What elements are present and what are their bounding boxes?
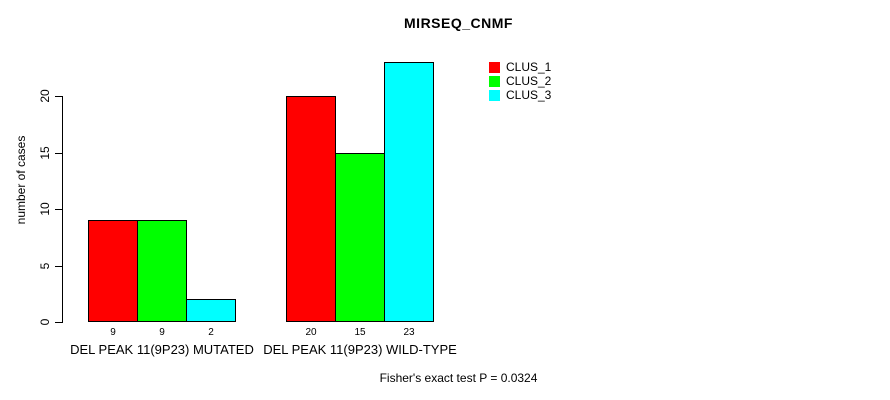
y-axis-line (62, 96, 63, 323)
bar (186, 299, 236, 322)
bar-value-label: 2 (208, 327, 214, 338)
legend-swatch (489, 62, 500, 73)
y-tick-label: 10 (38, 202, 52, 216)
legend: CLUS_1 CLUS_2 CLUS_3 (489, 61, 551, 103)
y-tick (55, 209, 62, 210)
fisher-test-annotation: Fisher's exact test P = 0.0324 (379, 371, 538, 385)
legend-swatch (489, 76, 500, 87)
legend-label: CLUS_3 (506, 88, 552, 102)
bar-value-label: 23 (403, 327, 415, 338)
y-axis-label: number of cases (14, 135, 28, 225)
bar-value-label: 20 (305, 327, 317, 338)
legend-item: CLUS_2 (489, 75, 551, 88)
bar-value-label: 15 (354, 327, 366, 338)
bar (88, 220, 138, 322)
bar (335, 152, 385, 322)
category-label: DEL PEAK 11(9P23) MUTATED (70, 342, 254, 357)
bar-value-label: 9 (159, 327, 165, 338)
bar-value-label: 9 (110, 327, 116, 338)
legend-swatch (489, 90, 500, 101)
legend-item: CLUS_3 (489, 89, 551, 102)
category-label: DEL PEAK 11(9P23) WILD-TYPE (263, 342, 457, 357)
y-tick (55, 265, 62, 267)
y-tick-label: 20 (38, 89, 52, 103)
y-tick (55, 152, 62, 154)
bar (384, 62, 434, 322)
legend-item: CLUS_1 (489, 61, 551, 74)
legend-label: CLUS_2 (506, 74, 552, 88)
y-tick (55, 322, 62, 323)
y-tick-label: 5 (38, 262, 52, 269)
bar (137, 220, 187, 322)
legend-label: CLUS_1 (506, 60, 552, 74)
y-tick-label: 15 (38, 145, 52, 160)
y-tick (55, 96, 62, 97)
chart-title: MIRSEQ_CNMF (404, 15, 513, 31)
bar (286, 96, 336, 322)
y-tick-label: 0 (38, 318, 52, 326)
